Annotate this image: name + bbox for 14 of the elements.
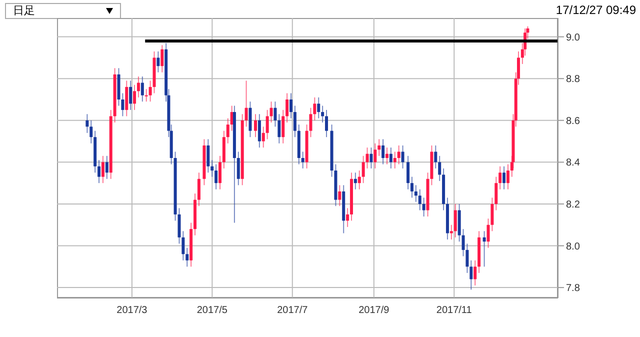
x-tick-label: 2017/9 <box>358 305 390 316</box>
text: 17/12/27 09:49 <box>556 3 636 17</box>
y-tick-label: 8.6 <box>566 116 580 127</box>
x-tick-label: 2017/11 <box>436 305 472 316</box>
y-tick-label: 8.2 <box>566 200 580 211</box>
x-tick-label: 2017/5 <box>196 305 228 316</box>
y-tick-label: 8.0 <box>566 241 580 252</box>
y-tick-label: 8.8 <box>566 74 580 86</box>
y-tick-label: 7.8 <box>566 283 580 294</box>
dropdown-field: 日足 <box>5 3 121 19</box>
y-tick-label: 8.4 <box>566 158 580 169</box>
x-tick-label: 2017/3 <box>116 305 148 316</box>
y-tick-label: 9.0 <box>566 32 580 44</box>
x-tick-label: 2017/7 <box>277 305 308 316</box>
